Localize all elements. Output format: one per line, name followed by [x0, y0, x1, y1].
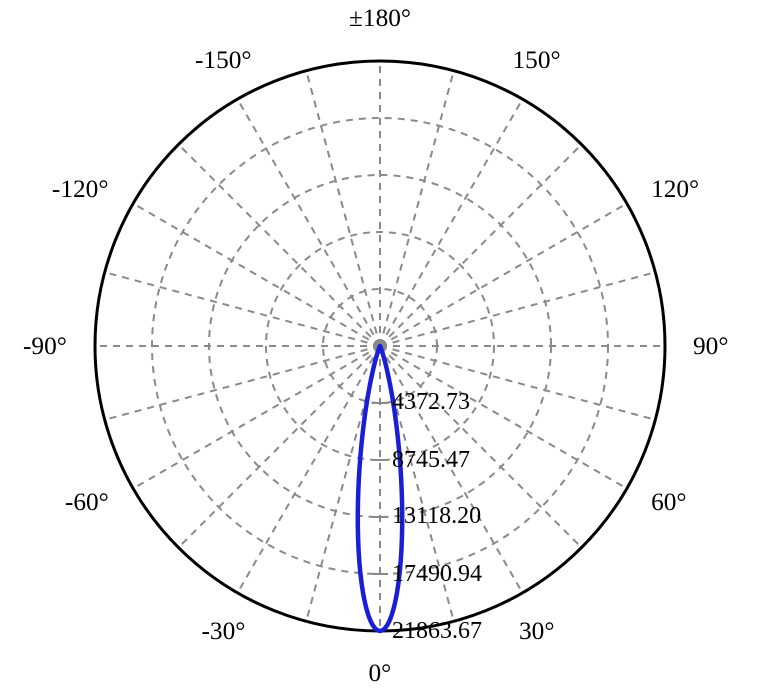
angle-label: 0° [369, 659, 392, 688]
angle-label: 90° [693, 332, 728, 361]
radial-label: 17490.94 [392, 561, 482, 588]
angle-label: -120° [52, 175, 109, 204]
angle-label: 30° [519, 617, 554, 646]
angle-label: 120° [651, 175, 699, 204]
polar-svg [0, 0, 759, 698]
angle-label: -30° [202, 617, 246, 646]
angle-label: -90° [23, 332, 67, 361]
angle-label: -150° [195, 46, 252, 75]
radial-label: 4372.73 [392, 389, 470, 416]
angle-label: 150° [513, 46, 561, 75]
radial-label: 21863.67 [392, 618, 482, 645]
polar-chart: ±180° 150° 120° 90° 60° 30° 0° -30° -60° -90° -120… [0, 0, 759, 698]
angle-label: ±180° [349, 4, 411, 33]
angle-label: -60° [65, 488, 109, 517]
radial-label: 8745.47 [392, 447, 470, 474]
radial-label: 13118.20 [392, 503, 481, 530]
angle-label: 60° [651, 488, 686, 517]
